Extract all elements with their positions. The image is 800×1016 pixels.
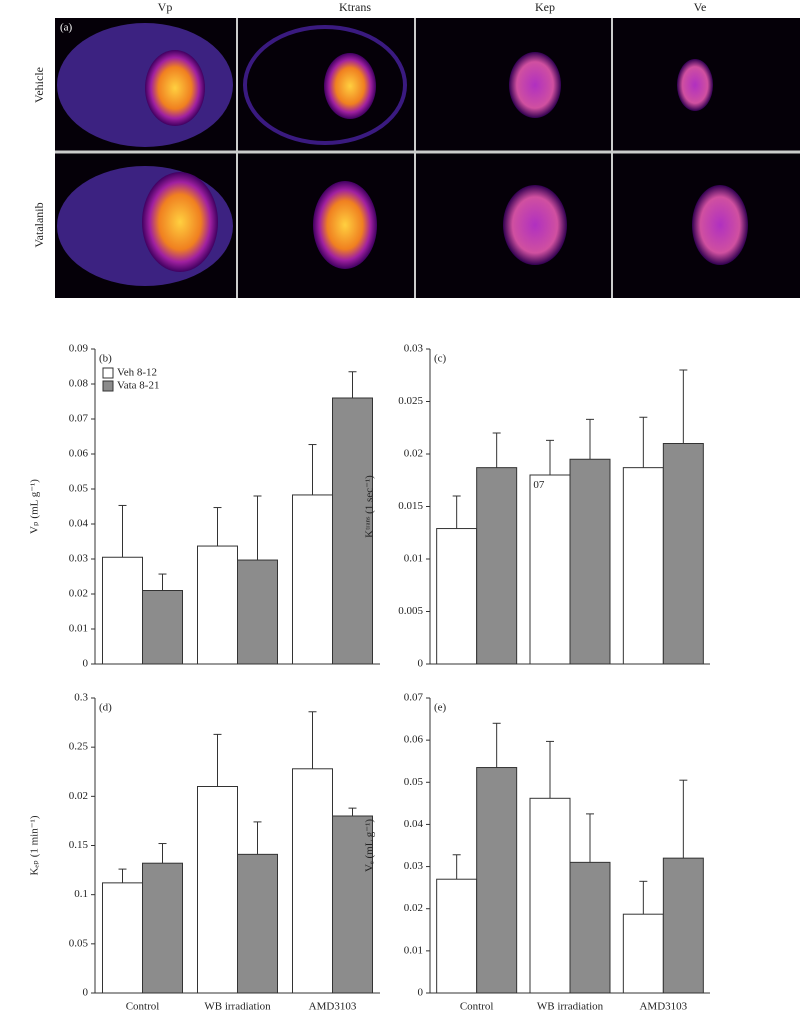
tumor [509, 52, 561, 118]
y-tick-label: 0.03 [404, 860, 424, 872]
panel-label: (d) [99, 702, 112, 714]
bar [622, 467, 664, 665]
y-tick-label: 0.06 [404, 734, 424, 746]
panel-label: (c) [434, 353, 447, 365]
y-tick-label: 0 [418, 658, 424, 670]
bar [102, 882, 143, 994]
y-tick-label: 0 [83, 658, 89, 670]
tumor [503, 185, 567, 265]
y-tick-label: 0.04 [69, 518, 89, 530]
bar [292, 494, 333, 665]
y-tick-label: 0.03 [404, 343, 424, 355]
y-tick-label: 0.1 [74, 888, 88, 900]
x-tick-label: WB irradiation [204, 1001, 271, 1013]
bar [529, 797, 571, 994]
row-label: Vatalanib [32, 202, 46, 247]
bar [529, 474, 571, 665]
bar [237, 559, 278, 665]
y-axis-label: Kᵗʳᵃⁿˢ (1 sec⁻¹) [364, 475, 376, 538]
y-tick-label: 0.15 [69, 839, 89, 851]
y-tick-label: 0.07 [404, 692, 424, 704]
y-tick-label: 0.01 [69, 623, 88, 635]
legend-swatch [102, 380, 114, 392]
bar [476, 467, 518, 665]
column-header: Ve [694, 0, 707, 14]
y-tick-label: 0.05 [404, 776, 424, 788]
x-tick-label: AMD3103 [639, 1001, 687, 1013]
bar [569, 458, 611, 665]
tumor [313, 181, 377, 269]
annotation: 07 [533, 479, 545, 491]
y-axis-label: Kₑₚ (1 min⁻¹) [29, 815, 41, 875]
tumor [692, 185, 748, 265]
y-tick-label: 0.06 [69, 448, 89, 460]
y-tick-label: 0.02 [404, 448, 423, 460]
y-axis-label: Vₑ (mL g⁻¹) [364, 819, 376, 872]
y-tick-label: 0.02 [404, 902, 423, 914]
y-tick-label: 0.05 [69, 483, 89, 495]
y-tick-label: 0.025 [398, 395, 423, 407]
bar [142, 862, 183, 994]
bar [102, 556, 143, 665]
y-tick-label: 0.01 [404, 553, 423, 565]
y-tick-label: 0.05 [69, 937, 89, 949]
y-tick-label: 0.3 [74, 692, 88, 704]
y-axis-label: Vₚ (mL g⁻¹) [29, 479, 41, 534]
x-tick-label: WB irradiation [537, 1001, 604, 1013]
y-tick-label: 0.08 [69, 378, 89, 390]
tumor [145, 50, 205, 126]
panel-label: (a) [60, 22, 73, 34]
y-tick-label: 0.07 [69, 413, 89, 425]
legend-swatch [102, 367, 114, 379]
row-label: Vehicle [32, 67, 46, 103]
y-tick-label: 0.03 [69, 553, 89, 565]
y-tick-label: 0.015 [398, 500, 423, 512]
tumor [677, 59, 713, 111]
x-tick-label: Control [126, 1001, 160, 1013]
tumor [142, 172, 218, 272]
bar [332, 815, 373, 994]
column-header: Vp [158, 0, 173, 14]
bar [662, 443, 704, 665]
y-tick-label: 0.09 [69, 343, 89, 355]
tumor [324, 53, 376, 119]
legend-label: Veh 8-12 [117, 367, 157, 379]
y-tick-label: 0.04 [404, 818, 424, 830]
x-tick-label: Control [460, 1001, 494, 1013]
brain-outline [243, 25, 407, 145]
bar [142, 590, 183, 665]
y-tick-label: 0 [83, 987, 89, 999]
bar [662, 857, 704, 994]
panel-label: (e) [434, 702, 447, 714]
image-panel: (a) Vp Ktrans Kep Ve Vehicle Vatalanib [32, 0, 800, 298]
bar [622, 913, 664, 994]
bar [436, 528, 478, 665]
x-tick-label: AMD3103 [309, 1001, 357, 1013]
bar [292, 768, 333, 994]
panel-label: (b) [99, 353, 112, 365]
bar [436, 878, 478, 994]
bar [476, 767, 518, 994]
y-tick-label: 0.25 [69, 741, 89, 753]
y-tick-label: 0 [418, 987, 424, 999]
y-tick-label: 0.02 [69, 588, 88, 600]
column-header: Ktrans [339, 0, 371, 14]
bar [197, 545, 238, 665]
brain-slice [57, 23, 233, 147]
y-tick-label: 0.005 [398, 605, 423, 617]
y-tick-label: 0.01 [404, 944, 423, 956]
y-tick-label: 0.02 [69, 790, 88, 802]
bar [197, 786, 238, 994]
column-header: Kep [535, 0, 555, 14]
bar [569, 861, 611, 994]
bar [332, 397, 373, 665]
bar [237, 853, 278, 994]
legend-label: Vata 8-21 [117, 380, 159, 392]
